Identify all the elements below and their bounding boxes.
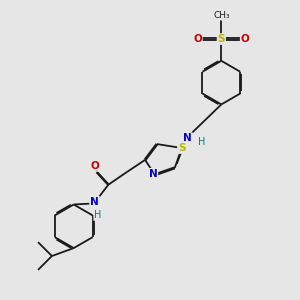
Text: N: N [90, 196, 99, 206]
Text: S: S [178, 143, 185, 153]
Text: S: S [218, 34, 225, 44]
Text: N: N [148, 169, 157, 179]
Text: H: H [94, 210, 101, 220]
Text: O: O [90, 161, 99, 171]
Text: H: H [198, 137, 205, 147]
Text: O: O [241, 34, 250, 44]
Text: CH₃: CH₃ [213, 11, 230, 20]
Text: N: N [183, 133, 192, 143]
Text: O: O [193, 34, 202, 44]
